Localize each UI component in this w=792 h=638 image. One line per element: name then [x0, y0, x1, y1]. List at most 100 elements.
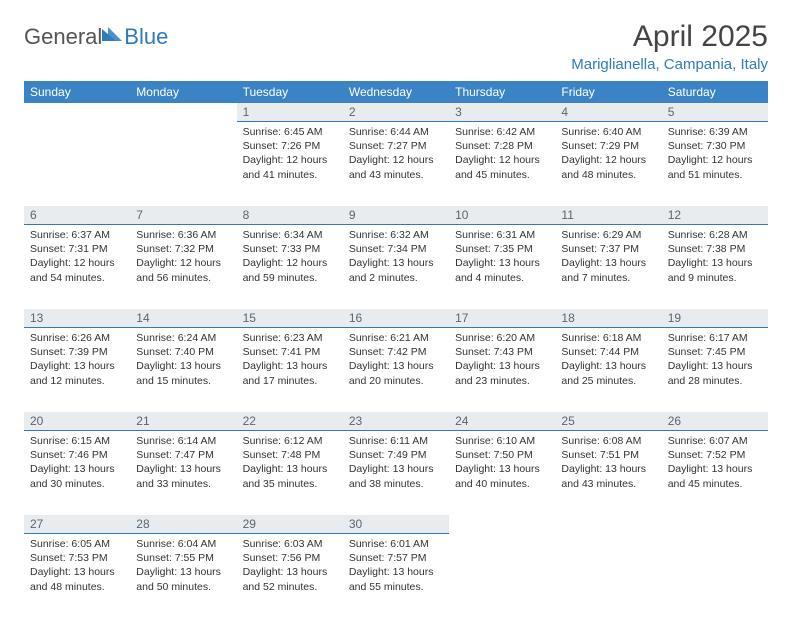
day-cell: Sunrise: 6:18 AMSunset: 7:44 PMDaylight:…	[555, 328, 661, 394]
sunset-line: Sunset: 7:42 PM	[349, 345, 443, 359]
day-number: 16	[343, 309, 449, 328]
day-cell: Sunrise: 6:34 AMSunset: 7:33 PMDaylight:…	[237, 225, 343, 291]
day-cell: Sunrise: 6:04 AMSunset: 7:55 PMDaylight:…	[130, 534, 236, 600]
day-cell: Sunrise: 6:44 AMSunset: 7:27 PMDaylight:…	[343, 122, 449, 188]
daylight-line: Daylight: 13 hours and 38 minutes.	[349, 462, 443, 490]
week-row: Sunrise: 6:26 AMSunset: 7:39 PMDaylight:…	[24, 328, 768, 412]
day-cell: Sunrise: 6:21 AMSunset: 7:42 PMDaylight:…	[343, 328, 449, 394]
daynum-row: 27282930	[24, 515, 768, 534]
sunset-line: Sunset: 7:34 PM	[349, 242, 443, 256]
day-number: 30	[343, 515, 449, 534]
day-cell: Sunrise: 6:45 AMSunset: 7:26 PMDaylight:…	[237, 122, 343, 188]
daylight-line: Daylight: 13 hours and 17 minutes.	[243, 359, 337, 387]
sunrise-line: Sunrise: 6:42 AM	[455, 125, 549, 139]
day-number: 27	[24, 515, 130, 534]
sunset-line: Sunset: 7:46 PM	[30, 448, 124, 462]
day-cell: Sunrise: 6:14 AMSunset: 7:47 PMDaylight:…	[130, 431, 236, 497]
sunrise-line: Sunrise: 6:40 AM	[561, 125, 655, 139]
sunrise-line: Sunrise: 6:03 AM	[243, 537, 337, 551]
daylight-line: Daylight: 13 hours and 35 minutes.	[243, 462, 337, 490]
sunset-line: Sunset: 7:40 PM	[136, 345, 230, 359]
day-cell: Sunrise: 6:42 AMSunset: 7:28 PMDaylight:…	[449, 122, 555, 188]
daylight-line: Daylight: 13 hours and 15 minutes.	[136, 359, 230, 387]
day-cell: Sunrise: 6:10 AMSunset: 7:50 PMDaylight:…	[449, 431, 555, 497]
sunrise-line: Sunrise: 6:14 AM	[136, 434, 230, 448]
sunrise-line: Sunrise: 6:28 AM	[668, 228, 762, 242]
sunrise-line: Sunrise: 6:37 AM	[30, 228, 124, 242]
sunrise-line: Sunrise: 6:34 AM	[243, 228, 337, 242]
day-cell: Sunrise: 6:40 AMSunset: 7:29 PMDaylight:…	[555, 122, 661, 188]
sunset-line: Sunset: 7:39 PM	[30, 345, 124, 359]
sunset-line: Sunset: 7:41 PM	[243, 345, 337, 359]
weekday-header: Saturday	[662, 81, 768, 103]
day-number: 1	[237, 103, 343, 122]
day-cell: Sunrise: 6:32 AMSunset: 7:34 PMDaylight:…	[343, 225, 449, 291]
sunset-line: Sunset: 7:57 PM	[349, 551, 443, 565]
sunset-line: Sunset: 7:43 PM	[455, 345, 549, 359]
brand-part1: General	[24, 24, 102, 50]
sunset-line: Sunset: 7:53 PM	[30, 551, 124, 565]
sunset-line: Sunset: 7:55 PM	[136, 551, 230, 565]
daylight-line: Daylight: 13 hours and 30 minutes.	[30, 462, 124, 490]
brand-triangle-icon	[102, 25, 122, 41]
daylight-line: Daylight: 13 hours and 12 minutes.	[30, 359, 124, 387]
day-number: 13	[24, 309, 130, 328]
daylight-line: Daylight: 12 hours and 56 minutes.	[136, 256, 230, 284]
day-number-empty	[555, 515, 661, 533]
daylight-line: Daylight: 13 hours and 33 minutes.	[136, 462, 230, 490]
sunrise-line: Sunrise: 6:21 AM	[349, 331, 443, 345]
day-number: 10	[449, 206, 555, 225]
weekday-header-row: Sunday Monday Tuesday Wednesday Thursday…	[24, 81, 768, 103]
sunrise-line: Sunrise: 6:04 AM	[136, 537, 230, 551]
sunset-line: Sunset: 7:51 PM	[561, 448, 655, 462]
sunset-line: Sunset: 7:32 PM	[136, 242, 230, 256]
day-cell: Sunrise: 6:07 AMSunset: 7:52 PMDaylight:…	[662, 431, 768, 497]
sunrise-line: Sunrise: 6:08 AM	[561, 434, 655, 448]
weekday-header: Tuesday	[237, 81, 343, 103]
sunset-line: Sunset: 7:47 PM	[136, 448, 230, 462]
sunrise-line: Sunrise: 6:05 AM	[30, 537, 124, 551]
week-row: Sunrise: 6:37 AMSunset: 7:31 PM Daylight:…	[24, 225, 768, 309]
sunrise-line: Sunrise: 6:24 AM	[136, 331, 230, 345]
daylight-line: Daylight: 12 hours and 59 minutes.	[243, 256, 337, 284]
daylight-line: Daylight: 13 hours and 9 minutes.	[668, 256, 762, 284]
day-cell: Sunrise: 6:36 AMSunset: 7:32 PMDaylight:…	[130, 225, 236, 291]
sunset-line: Sunset: 7:50 PM	[455, 448, 549, 462]
day-number: 25	[555, 412, 661, 431]
day-cell: Sunrise: 6:03 AMSunset: 7:56 PMDaylight:…	[237, 534, 343, 600]
day-number: 8	[237, 206, 343, 225]
daynum-row: 13141516171819	[24, 309, 768, 328]
day-number: 3	[449, 103, 555, 122]
daylight-line: Daylight: 13 hours and 52 minutes.	[243, 565, 337, 593]
sunset-line: Sunset: 7:29 PM	[561, 139, 655, 153]
daylight-line: Daylight: 13 hours and 20 minutes.	[349, 359, 443, 387]
sunset-line: Sunset: 7:35 PM	[455, 242, 549, 256]
daylight-line: Daylight: 13 hours and 7 minutes.	[561, 256, 655, 284]
day-number: 12	[662, 206, 768, 225]
sunrise-line: Sunrise: 6:23 AM	[243, 331, 337, 345]
day-number: 6	[24, 206, 130, 225]
weekday-header: Wednesday	[343, 81, 449, 103]
day-number: 2	[343, 103, 449, 122]
weekday-header: Friday	[555, 81, 661, 103]
calendar-table: Sunday Monday Tuesday Wednesday Thursday…	[24, 81, 768, 618]
sunset-line: Sunset: 7:30 PM	[668, 139, 762, 153]
sunrise-line: Sunrise: 6:32 AM	[349, 228, 443, 242]
day-cell: Sunrise: 6:20 AMSunset: 7:43 PMDaylight:…	[449, 328, 555, 394]
week-row: Sunrise: 6:05 AMSunset: 7:53 PMDaylight:…	[24, 534, 768, 618]
day-cell: Sunrise: 6:08 AMSunset: 7:51 PMDaylight:…	[555, 431, 661, 497]
weekday-header: Sunday	[24, 81, 130, 103]
day-number: 21	[130, 412, 236, 431]
sunrise-line: Sunrise: 6:07 AM	[668, 434, 762, 448]
sunset-line: Sunset: 7:26 PM	[243, 139, 337, 153]
day-number-empty	[24, 103, 130, 121]
sunset-line: Sunset: 7:31 PM	[30, 242, 124, 256]
day-number: 17	[449, 309, 555, 328]
daylight-line: Daylight: 13 hours and 28 minutes.	[668, 359, 762, 387]
day-number: 29	[237, 515, 343, 534]
day-number: 20	[24, 412, 130, 431]
daylight-line: Daylight: 13 hours and 48 minutes.	[30, 565, 124, 593]
day-number-empty	[662, 515, 768, 533]
day-cell: Sunrise: 6:28 AMSunset: 7:38 PMDaylight:…	[662, 225, 768, 291]
day-number: 4	[555, 103, 661, 122]
